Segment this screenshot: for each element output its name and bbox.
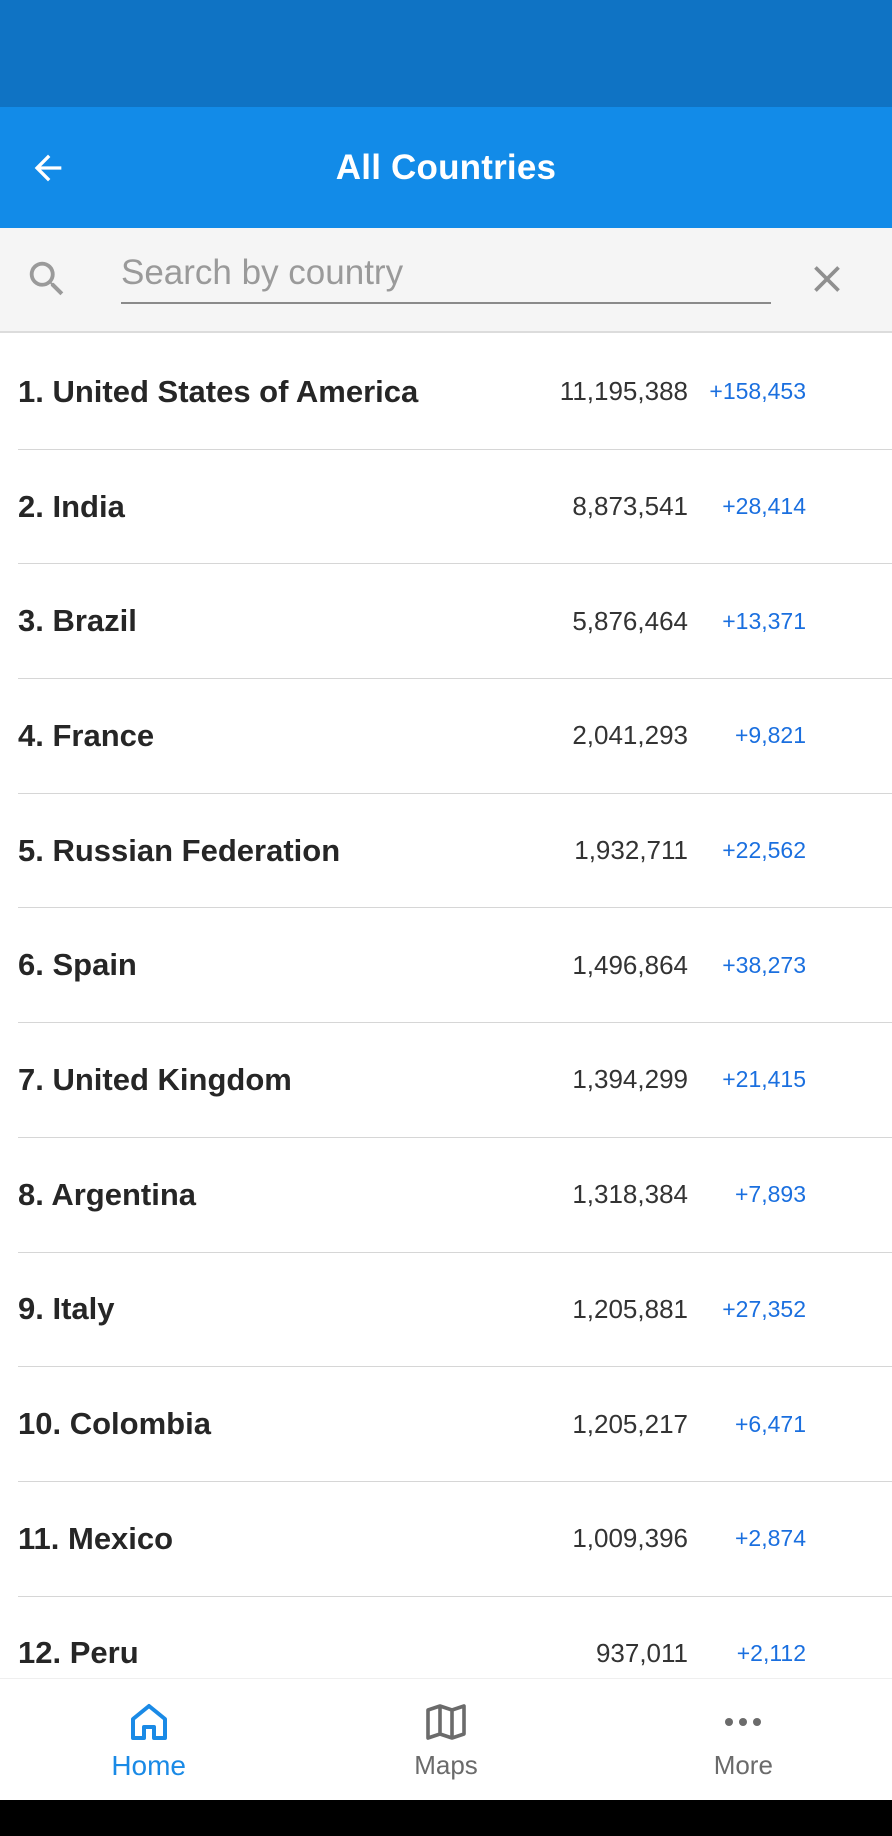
- country-name: 6. Spain: [18, 947, 137, 983]
- new-cases: +7,893: [735, 1181, 806, 1208]
- new-cases: +21,415: [722, 1066, 806, 1093]
- total-cases: 2,041,293: [572, 720, 688, 751]
- country-row[interactable]: 8. Argentina 1,318,384 +7,893: [18, 1138, 892, 1253]
- new-cases: +27,352: [722, 1295, 806, 1322]
- country-row[interactable]: 7. United Kingdom 1,394,299 +21,415: [18, 1023, 892, 1138]
- country-name: 3. Brazil: [18, 603, 137, 639]
- country-row[interactable]: 12. Peru 937,011 +2,112: [18, 1597, 892, 1678]
- system-navigation-bar: [0, 1800, 892, 1836]
- country-name: 10. Colombia: [18, 1406, 211, 1442]
- country-name: 4. France: [18, 717, 155, 753]
- country-row[interactable]: 11. Mexico 1,009,396 +2,874: [18, 1482, 892, 1597]
- total-cases: 8,873,541: [572, 491, 688, 522]
- country-row[interactable]: 5. Russian Federation 1,932,711 +22,562: [18, 794, 892, 909]
- app-bar: All Countries: [0, 107, 892, 228]
- nav-label: More: [713, 1750, 773, 1780]
- country-name: 12. Peru: [18, 1635, 139, 1671]
- total-cases: 5,876,464: [572, 605, 688, 636]
- total-cases: 1,932,711: [574, 835, 688, 866]
- country-name: 11. Mexico: [18, 1520, 174, 1556]
- new-cases: +2,112: [736, 1639, 806, 1666]
- total-cases: 1,009,396: [572, 1523, 688, 1554]
- new-cases: +2,874: [735, 1525, 806, 1552]
- country-name: 5. Russian Federation: [18, 832, 341, 868]
- close-icon: [814, 266, 840, 292]
- total-cases: 1,205,881: [572, 1293, 688, 1324]
- new-cases: +9,821: [735, 722, 806, 749]
- map-icon: [426, 1704, 466, 1740]
- status-bar: [0, 0, 892, 107]
- arrow-left-icon: [34, 154, 62, 181]
- country-row[interactable]: 4. France 2,041,293 +9,821: [18, 679, 892, 794]
- clear-search-button[interactable]: [800, 252, 854, 306]
- country-row[interactable]: 10. Colombia 1,205,217 +6,471: [18, 1367, 892, 1482]
- country-row[interactable]: 9. Italy 1,205,881 +27,352: [18, 1253, 892, 1368]
- nav-more[interactable]: More: [595, 1679, 892, 1800]
- new-cases: +28,414: [722, 493, 806, 520]
- total-cases: 1,394,299: [572, 1064, 688, 1095]
- country-row[interactable]: 2. India 8,873,541 +28,414: [18, 450, 892, 565]
- bottom-navigation: Home Maps More: [0, 1678, 892, 1800]
- search-icon: [29, 261, 64, 296]
- country-name: 9. Italy: [18, 1291, 115, 1327]
- search-input[interactable]: [121, 248, 771, 304]
- total-cases: 11,195,388: [559, 376, 688, 407]
- more-icon: [725, 1718, 762, 1726]
- nav-home[interactable]: Home: [0, 1679, 297, 1800]
- nav-maps[interactable]: Maps: [297, 1679, 594, 1800]
- country-row[interactable]: 1. United States of America 11,195,388 +…: [18, 335, 892, 450]
- country-name: 8. Argentina: [18, 1176, 196, 1212]
- total-cases: 937,011: [595, 1637, 688, 1668]
- country-name: 1. United States of America: [18, 373, 419, 409]
- country-name: 7. United Kingdom: [18, 1061, 292, 1097]
- total-cases: 1,496,864: [572, 949, 688, 980]
- nav-label: Maps: [414, 1750, 478, 1780]
- new-cases: +22,562: [722, 837, 806, 864]
- country-row[interactable]: 6. Spain 1,496,864 +38,273: [18, 908, 892, 1024]
- page-title: All Countries: [335, 147, 557, 187]
- new-cases: +38,273: [722, 951, 806, 978]
- country-row[interactable]: 3. Brazil 5,876,464 +13,371: [18, 564, 892, 680]
- new-cases: +6,471: [735, 1410, 806, 1437]
- country-list[interactable]: 1. United States of America 11,195,388 +…: [0, 335, 892, 1678]
- search-bar: [0, 228, 892, 333]
- nav-label: Home: [111, 1749, 187, 1781]
- back-button[interactable]: [18, 138, 78, 198]
- new-cases: +158,453: [709, 378, 806, 405]
- new-cases: +13,371: [722, 607, 806, 634]
- home-icon: [130, 1703, 167, 1740]
- country-name: 2. India: [18, 488, 125, 524]
- total-cases: 1,318,384: [572, 1179, 688, 1210]
- total-cases: 1,205,217: [572, 1408, 688, 1439]
